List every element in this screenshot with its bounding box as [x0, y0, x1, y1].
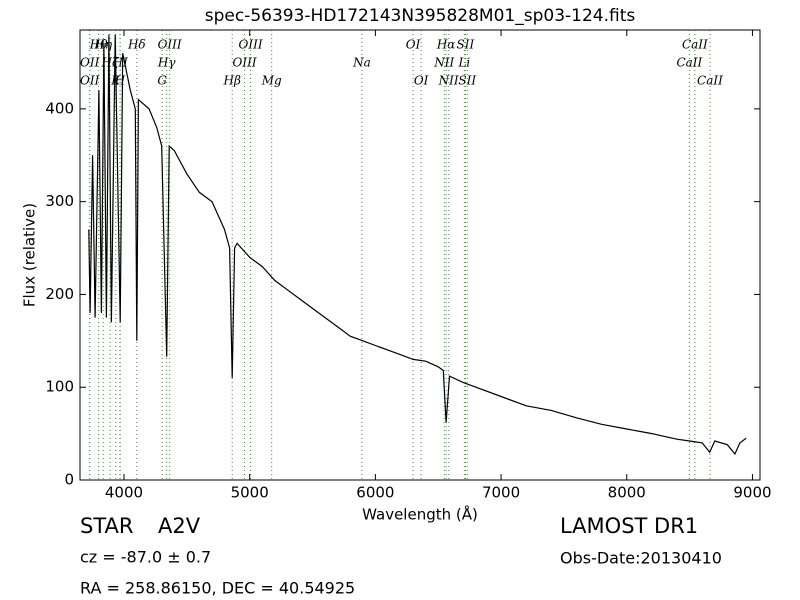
coordinates: RA = 258.86150, DEC = 40.54925 [80, 579, 355, 598]
chart-title: spec-56393-HD172143N395828M01_sp03-124.f… [205, 6, 636, 26]
x-tick-label: 9000 [733, 484, 771, 502]
object-type: STAR [80, 514, 133, 538]
spectral-line-label: OIII [158, 38, 182, 52]
spectral-line-label: CaII [676, 56, 702, 70]
spectral-line-label: OIII [239, 38, 263, 52]
spectral-line-label: Hη [93, 38, 112, 52]
x-tick-label: 7000 [482, 484, 520, 502]
spectrum-line [88, 34, 747, 456]
spectral-line-label: Li [457, 56, 470, 70]
spectral-line-label: NII [433, 56, 454, 70]
x-tick-label: 6000 [356, 484, 394, 502]
x-tick-label: 8000 [608, 484, 646, 502]
spectral-line-label: Hβ [223, 74, 241, 88]
spectral-line-label: OI [414, 74, 429, 88]
spectral-line-label: SII [458, 74, 476, 88]
spectral-line-label: SII [457, 38, 475, 52]
y-tick-label: 100 [45, 378, 74, 396]
spectral-line-label: G [157, 74, 167, 88]
y-tick-label: 300 [45, 192, 74, 210]
spectral-line-label: Hδ [127, 38, 146, 52]
spectral-line-label: Hα [436, 38, 456, 52]
y-tick-label: 0 [64, 471, 74, 489]
spectral-line-label: CaII [682, 38, 708, 52]
y-tick-label: 400 [45, 99, 74, 117]
spectral-line-label: OIII [233, 56, 257, 70]
y-axis-label: Flux (relative) [21, 203, 39, 307]
spectral-line-label: CaII [697, 74, 723, 88]
spectral-line-label: Hγ [157, 56, 176, 70]
y-tick-label: 200 [45, 285, 74, 303]
survey: LAMOST DR1 [560, 514, 698, 538]
obs-date: Obs-Date:20130410 [560, 549, 722, 568]
spectral-class: A2V [158, 514, 201, 538]
x-tick-label: 5000 [231, 484, 269, 502]
plot-frame [79, 29, 761, 481]
spectral-line-label: Na [352, 56, 371, 70]
spectral-line-label: NII [438, 74, 459, 88]
redshift: cz = -87.0 ± 0.7 [80, 548, 211, 567]
spectral-line-label: Mg [261, 74, 282, 88]
spectral-line-label: OI [406, 38, 421, 52]
spectral-line-label: OII [80, 74, 100, 88]
x-tick-label: 4000 [105, 484, 143, 502]
x-axis-label: Wavelength (Å) [362, 505, 478, 524]
